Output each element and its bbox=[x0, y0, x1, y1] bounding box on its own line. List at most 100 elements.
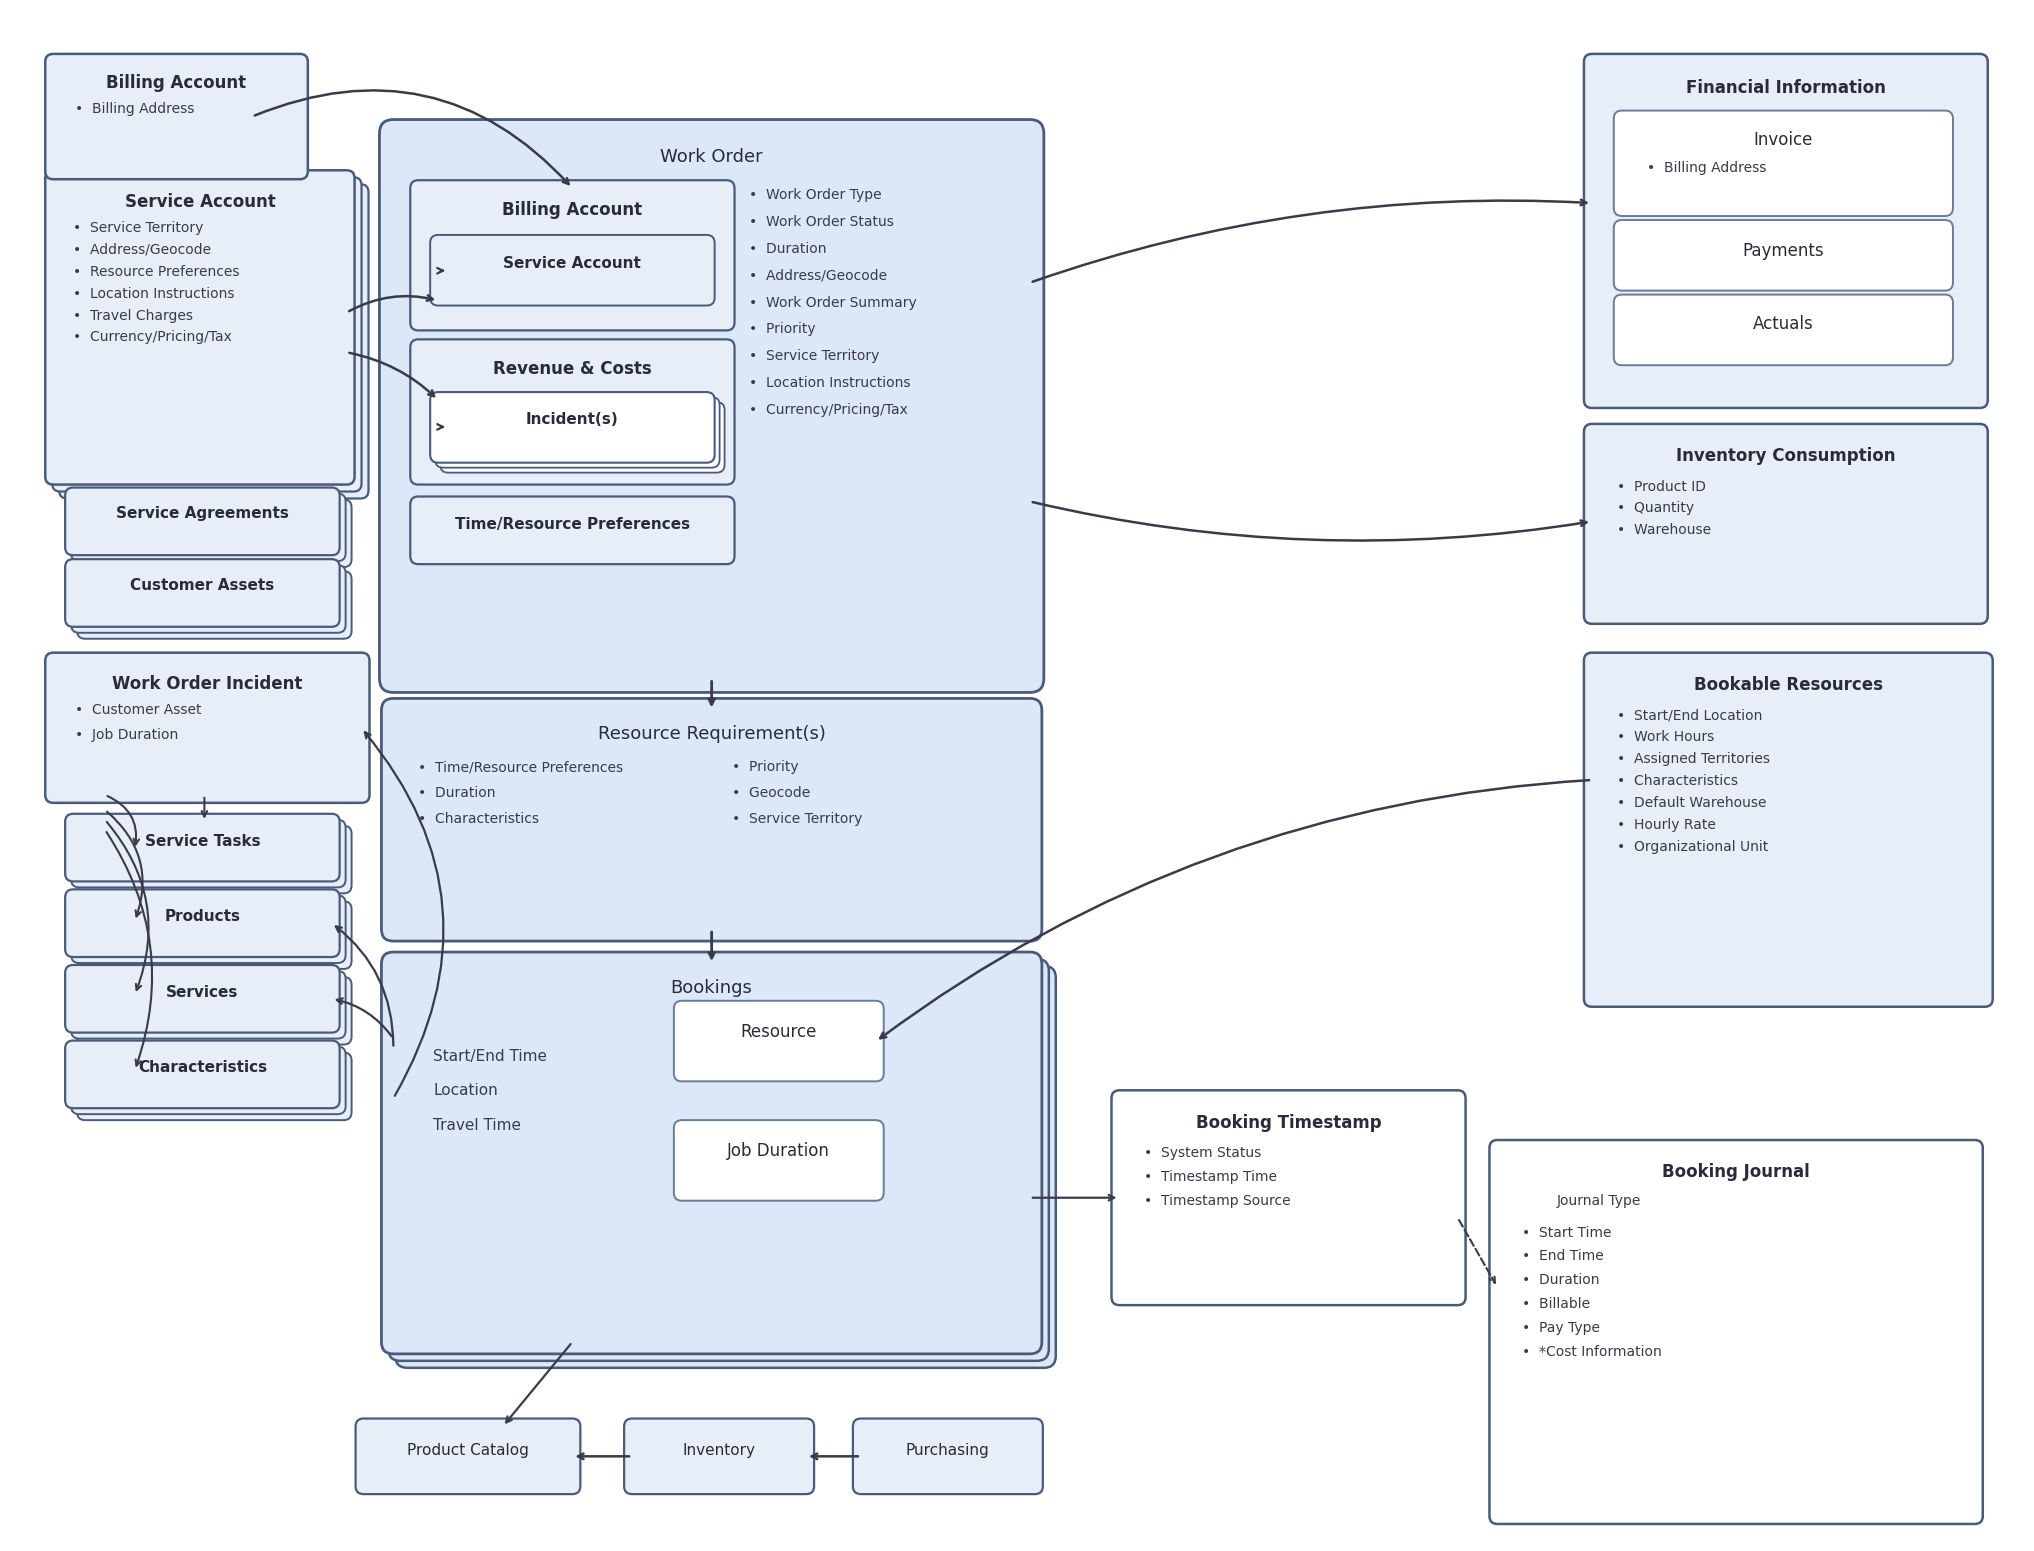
Text: •  Travel Charges: • Travel Charges bbox=[73, 309, 193, 323]
FancyBboxPatch shape bbox=[77, 1053, 352, 1120]
FancyBboxPatch shape bbox=[77, 825, 352, 893]
Text: Work Order Incident: Work Order Incident bbox=[112, 675, 303, 693]
Text: •  Geocode: • Geocode bbox=[732, 786, 810, 800]
Text: Location: Location bbox=[433, 1083, 498, 1098]
Text: •  Priority: • Priority bbox=[749, 323, 816, 337]
Text: Invoice: Invoice bbox=[1753, 132, 1812, 149]
Text: Job Duration: Job Duration bbox=[728, 1142, 830, 1160]
FancyBboxPatch shape bbox=[395, 966, 1056, 1368]
FancyBboxPatch shape bbox=[45, 54, 307, 180]
Text: Service Agreements: Service Agreements bbox=[116, 507, 289, 521]
FancyBboxPatch shape bbox=[429, 234, 714, 306]
Text: •  Duration: • Duration bbox=[1521, 1273, 1601, 1287]
FancyBboxPatch shape bbox=[71, 971, 346, 1039]
Text: Service Tasks: Service Tasks bbox=[144, 834, 260, 848]
FancyBboxPatch shape bbox=[1613, 220, 1953, 290]
Text: Services: Services bbox=[167, 985, 238, 1000]
Text: •  Billing Address: • Billing Address bbox=[75, 102, 195, 116]
FancyBboxPatch shape bbox=[77, 977, 352, 1044]
FancyBboxPatch shape bbox=[673, 1120, 883, 1200]
Text: •  Work Order Summary: • Work Order Summary bbox=[749, 296, 917, 310]
Text: •  System Status: • System Status bbox=[1145, 1146, 1261, 1160]
Text: •  Timestamp Source: • Timestamp Source bbox=[1145, 1194, 1292, 1208]
FancyBboxPatch shape bbox=[1584, 54, 1987, 408]
Text: Inventory Consumption: Inventory Consumption bbox=[1676, 447, 1896, 465]
FancyBboxPatch shape bbox=[59, 185, 368, 498]
FancyBboxPatch shape bbox=[77, 571, 352, 639]
FancyBboxPatch shape bbox=[1489, 1140, 1983, 1525]
FancyBboxPatch shape bbox=[411, 340, 734, 484]
Text: Booking Journal: Booking Journal bbox=[1662, 1163, 1810, 1180]
Text: •  Billing Address: • Billing Address bbox=[1648, 161, 1766, 175]
Text: Resource: Resource bbox=[740, 1022, 818, 1041]
FancyBboxPatch shape bbox=[1111, 1090, 1467, 1304]
FancyBboxPatch shape bbox=[71, 565, 346, 633]
Text: Product Catalog: Product Catalog bbox=[407, 1444, 529, 1458]
Text: •  Customer Asset: • Customer Asset bbox=[75, 704, 201, 718]
Text: •  Service Territory: • Service Territory bbox=[732, 811, 862, 825]
Text: Revenue & Costs: Revenue & Costs bbox=[492, 360, 651, 378]
FancyBboxPatch shape bbox=[411, 180, 734, 330]
Text: •  Characteristics: • Characteristics bbox=[419, 811, 539, 825]
Text: •  Location Instructions: • Location Instructions bbox=[749, 377, 911, 391]
Text: Service Account: Service Account bbox=[124, 194, 275, 211]
Text: •  Work Hours: • Work Hours bbox=[1617, 731, 1715, 744]
Text: •  Hourly Rate: • Hourly Rate bbox=[1617, 817, 1715, 831]
Text: •  Start/End Location: • Start/End Location bbox=[1617, 709, 1761, 723]
Text: •  Service Territory: • Service Territory bbox=[749, 349, 881, 363]
Text: •  Organizational Unit: • Organizational Unit bbox=[1617, 839, 1768, 853]
Text: •  Default Warehouse: • Default Warehouse bbox=[1617, 796, 1766, 810]
Text: Actuals: Actuals bbox=[1753, 315, 1814, 333]
Text: •  Job Duration: • Job Duration bbox=[75, 729, 179, 743]
Text: Service Account: Service Account bbox=[504, 256, 641, 271]
Text: Incident(s): Incident(s) bbox=[527, 413, 618, 427]
Text: •  Duration: • Duration bbox=[749, 242, 828, 256]
Text: Billing Account: Billing Account bbox=[106, 74, 246, 92]
FancyBboxPatch shape bbox=[411, 496, 734, 565]
FancyBboxPatch shape bbox=[65, 560, 340, 627]
Text: Payments: Payments bbox=[1743, 242, 1824, 261]
FancyBboxPatch shape bbox=[77, 499, 352, 568]
FancyBboxPatch shape bbox=[45, 653, 370, 803]
Text: Billing Account: Billing Account bbox=[502, 202, 643, 219]
Text: •  *Cost Information: • *Cost Information bbox=[1521, 1345, 1662, 1359]
Text: Customer Assets: Customer Assets bbox=[130, 579, 275, 592]
FancyBboxPatch shape bbox=[382, 952, 1041, 1354]
FancyBboxPatch shape bbox=[65, 814, 340, 881]
FancyBboxPatch shape bbox=[65, 487, 340, 555]
FancyBboxPatch shape bbox=[1613, 295, 1953, 364]
Text: Financial Information: Financial Information bbox=[1686, 79, 1886, 96]
Text: •  Location Instructions: • Location Instructions bbox=[73, 287, 234, 301]
Text: Time/Resource Preferences: Time/Resource Preferences bbox=[456, 518, 690, 532]
Text: •  Currency/Pricing/Tax: • Currency/Pricing/Tax bbox=[73, 330, 232, 344]
FancyBboxPatch shape bbox=[65, 889, 340, 957]
FancyBboxPatch shape bbox=[852, 1419, 1043, 1494]
FancyBboxPatch shape bbox=[673, 1000, 883, 1081]
Text: •  Work Order Type: • Work Order Type bbox=[749, 188, 883, 202]
Text: •  Characteristics: • Characteristics bbox=[1617, 774, 1737, 788]
Text: •  Time/Resource Preferences: • Time/Resource Preferences bbox=[419, 760, 622, 774]
FancyBboxPatch shape bbox=[382, 698, 1041, 941]
Text: Bookings: Bookings bbox=[671, 979, 753, 997]
Text: •  Service Territory: • Service Territory bbox=[73, 220, 203, 236]
FancyBboxPatch shape bbox=[71, 820, 346, 887]
FancyBboxPatch shape bbox=[439, 402, 724, 473]
Text: Booking Timestamp: Booking Timestamp bbox=[1196, 1114, 1381, 1132]
FancyBboxPatch shape bbox=[1584, 423, 1987, 624]
Text: Purchasing: Purchasing bbox=[905, 1444, 991, 1458]
Text: Inventory: Inventory bbox=[683, 1444, 755, 1458]
Text: Resource Requirement(s): Resource Requirement(s) bbox=[598, 726, 826, 743]
FancyBboxPatch shape bbox=[380, 119, 1043, 692]
Text: •  Assigned Territories: • Assigned Territories bbox=[1617, 752, 1770, 766]
FancyBboxPatch shape bbox=[65, 965, 340, 1033]
FancyBboxPatch shape bbox=[435, 397, 720, 468]
Text: •  Start Time: • Start Time bbox=[1521, 1225, 1611, 1239]
FancyBboxPatch shape bbox=[65, 1041, 340, 1109]
Text: •  End Time: • End Time bbox=[1521, 1250, 1605, 1264]
Text: Bookable Resources: Bookable Resources bbox=[1694, 676, 1883, 693]
Text: •  Priority: • Priority bbox=[732, 760, 797, 774]
FancyBboxPatch shape bbox=[71, 493, 346, 561]
Text: Products: Products bbox=[165, 909, 240, 924]
Text: •  Currency/Pricing/Tax: • Currency/Pricing/Tax bbox=[749, 403, 909, 417]
Text: •  Product ID: • Product ID bbox=[1617, 479, 1707, 493]
